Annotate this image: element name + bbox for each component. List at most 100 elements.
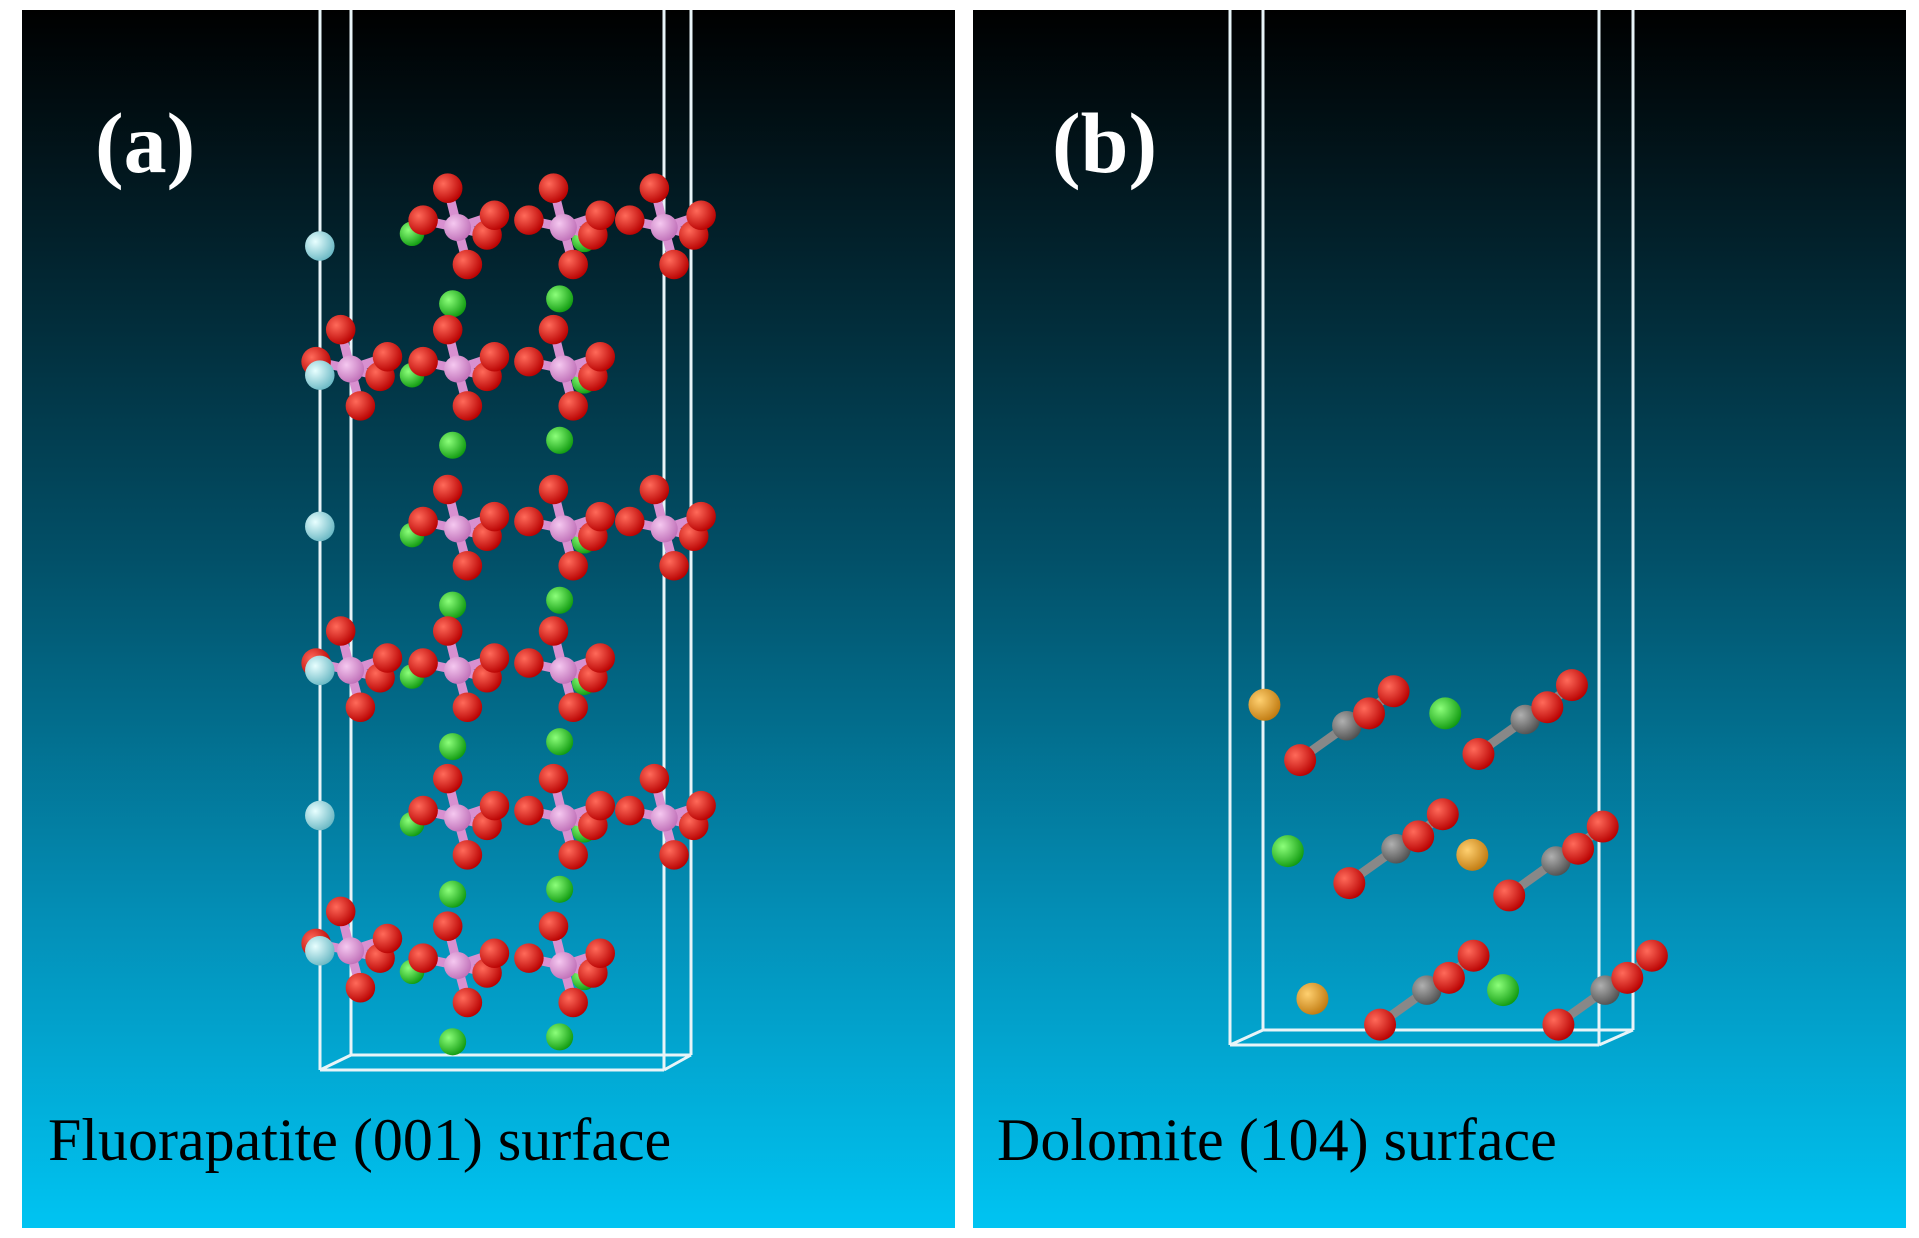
oxygen (452, 249, 483, 280)
oxygen (558, 692, 588, 723)
oxygen (659, 840, 689, 870)
magnesium (1456, 838, 1489, 871)
oxygen (585, 938, 615, 969)
oxygen (639, 763, 670, 794)
calcium (1487, 974, 1520, 1007)
oxygen (659, 249, 689, 280)
calcium (439, 591, 467, 619)
oxygen (325, 616, 356, 646)
cell-b (1228, 10, 1635, 1047)
oxygen (585, 501, 615, 532)
oxygen (479, 643, 510, 673)
oxygen (538, 616, 569, 646)
oxygen (615, 205, 645, 235)
oxygen (1555, 669, 1588, 702)
phosphorus (549, 214, 577, 242)
oxygen (558, 840, 588, 870)
phosphorus (549, 355, 577, 383)
oxygen (558, 551, 588, 581)
oxygen (345, 692, 376, 723)
oxygen (479, 200, 510, 231)
oxygen (432, 173, 463, 203)
oxygen (1493, 879, 1526, 912)
fluorine (305, 936, 335, 966)
oxygen (686, 501, 716, 532)
oxygen (432, 911, 463, 941)
phosphorus (650, 515, 678, 543)
oxygen (538, 911, 569, 941)
phosphorus (549, 952, 577, 980)
oxygen (1402, 820, 1435, 853)
oxygen (538, 474, 569, 505)
oxygen (514, 506, 544, 537)
oxygen (514, 648, 544, 678)
calcium (1429, 697, 1462, 730)
oxygen (452, 391, 483, 421)
oxygen (452, 987, 483, 1018)
phosphorus (549, 804, 577, 832)
oxygen (372, 923, 403, 954)
oxygen (538, 173, 569, 203)
oxygen (514, 943, 544, 973)
panel-label: (b) (1052, 95, 1157, 191)
oxygen (514, 346, 544, 377)
oxygen (345, 391, 376, 421)
oxygen (452, 840, 483, 870)
phosphorus (650, 214, 678, 242)
fluorine (305, 800, 335, 831)
magnesium (1296, 982, 1329, 1015)
oxygen (452, 551, 483, 581)
oxygen (1333, 867, 1366, 900)
oxygen (1377, 675, 1410, 708)
oxygen (432, 474, 463, 505)
phosphorus (650, 804, 678, 832)
oxygen (1586, 810, 1619, 843)
oxygen (585, 341, 615, 372)
oxygen (479, 341, 510, 372)
oxygen (538, 763, 569, 794)
oxygen (325, 896, 356, 927)
oxygen (372, 341, 403, 372)
oxygen (514, 795, 544, 826)
calcium (439, 290, 467, 318)
oxygen (1531, 691, 1564, 724)
oxygen (585, 790, 615, 821)
panel-a-background (22, 10, 955, 1228)
fluorine (305, 655, 335, 686)
oxygen (659, 551, 689, 581)
oxygen (514, 205, 544, 235)
phosphorus (337, 355, 365, 383)
panel-caption: Fluorapatite (001) surface (48, 1107, 671, 1173)
oxygen (558, 249, 588, 280)
phosphorus (549, 656, 577, 684)
oxygen (1353, 697, 1385, 730)
oxygen (408, 506, 438, 537)
fluorine (305, 360, 335, 390)
oxygen (479, 938, 510, 969)
phosphorus (444, 515, 472, 543)
calcium (546, 728, 574, 756)
oxygen (325, 314, 356, 345)
oxygen (1542, 1008, 1575, 1041)
fluorine (305, 231, 335, 261)
calcium (1271, 835, 1304, 868)
phosphorus (337, 937, 365, 965)
oxygen (408, 795, 438, 826)
oxygen (408, 346, 438, 377)
oxygen (686, 790, 716, 821)
oxygen (432, 763, 463, 794)
calcium (546, 285, 574, 313)
oxygen (1284, 744, 1317, 777)
oxygen (686, 200, 716, 231)
oxygen (1635, 939, 1668, 972)
calcium (439, 880, 467, 908)
phosphorus (549, 515, 577, 543)
oxygen (585, 200, 615, 231)
oxygen (1611, 961, 1644, 994)
phosphorus (444, 952, 472, 980)
oxygen (432, 314, 463, 345)
oxygen (408, 205, 438, 235)
oxygen (558, 391, 588, 421)
oxygen (408, 648, 438, 678)
calcium (546, 426, 574, 454)
